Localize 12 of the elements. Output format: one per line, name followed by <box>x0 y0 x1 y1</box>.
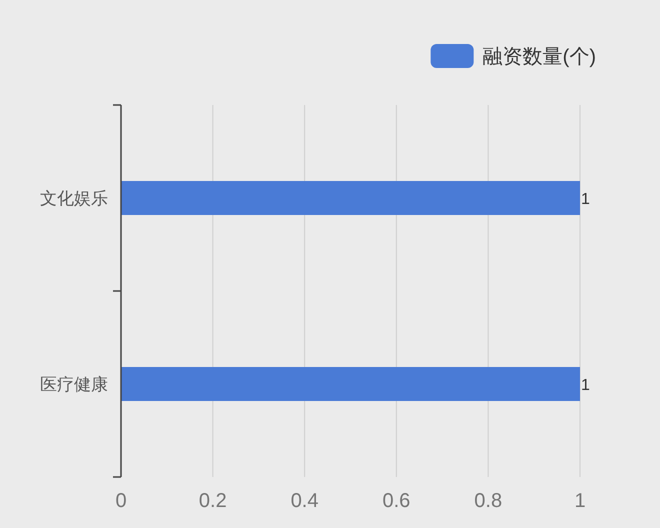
x-tick-label: 0.4 <box>290 490 319 512</box>
x-tick-label: 1 <box>574 490 586 512</box>
x-tick-label: 0.6 <box>382 490 410 512</box>
x-tick-label: 0.2 <box>198 490 227 512</box>
x-tick-label: 0 <box>115 490 127 512</box>
legend-label: 融资数量(个) <box>482 46 596 68</box>
x-tick-label: 0.8 <box>474 490 502 512</box>
legend: 融资数量(个) <box>430 44 596 68</box>
y-tick-label: 文化娱乐 <box>40 189 108 208</box>
data-label: 1 <box>581 191 590 208</box>
y-tick-label: 医疗健康 <box>40 375 108 394</box>
data-label: 1 <box>581 377 590 394</box>
